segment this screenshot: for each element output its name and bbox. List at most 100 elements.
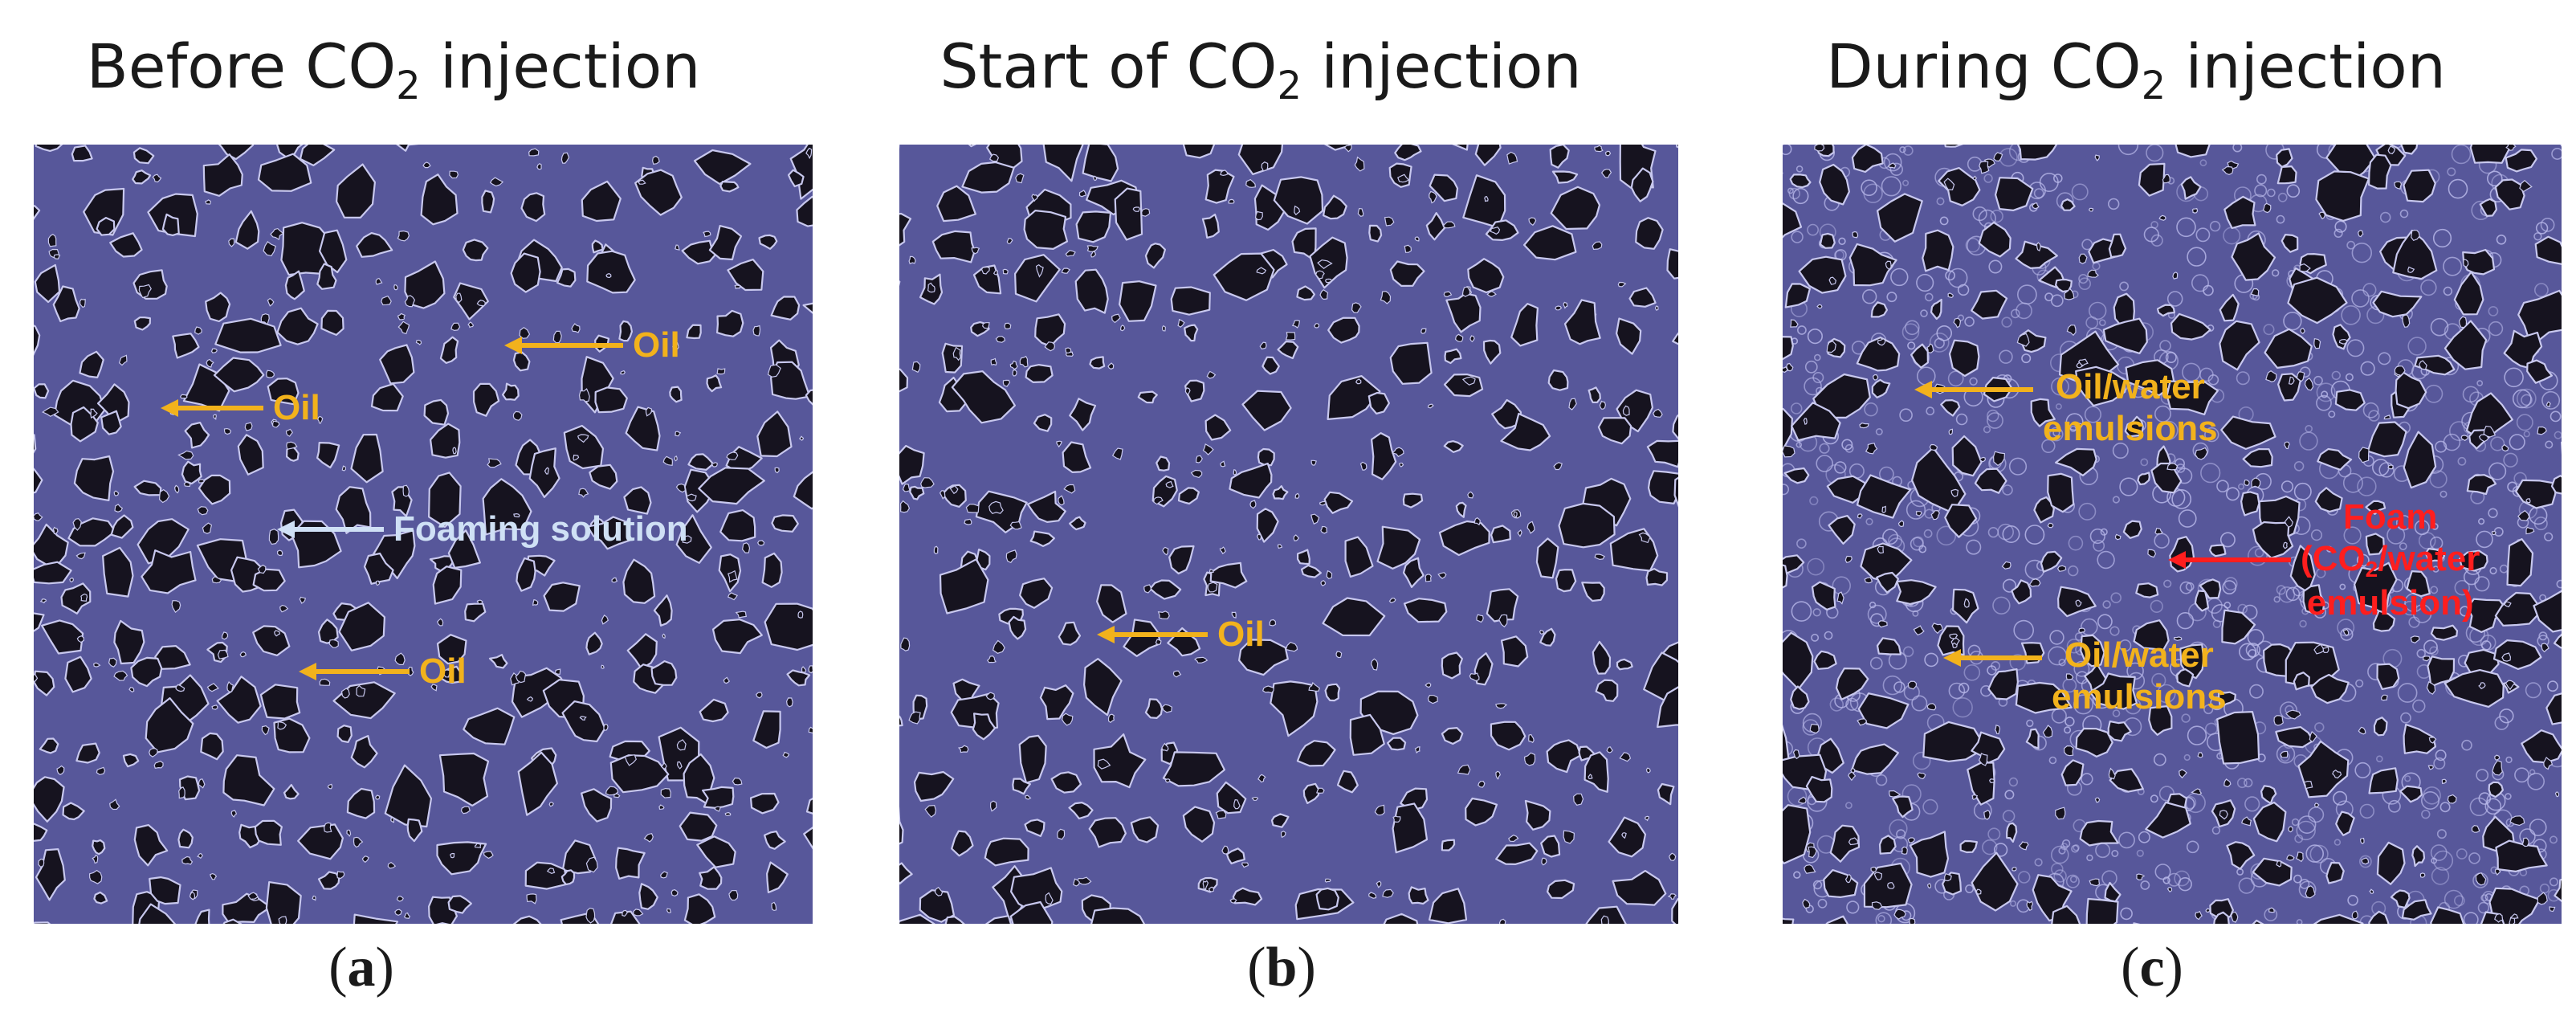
droplet xyxy=(2355,679,2364,688)
droplet xyxy=(2187,725,2207,745)
grain-speck xyxy=(299,596,307,604)
droplet xyxy=(2098,319,2106,326)
grain-speck xyxy=(271,420,280,428)
grain-speck xyxy=(247,892,259,900)
grain xyxy=(1892,795,1914,819)
droplet xyxy=(2476,769,2489,782)
droplet xyxy=(2174,870,2191,887)
droplet xyxy=(2112,442,2129,459)
droplet xyxy=(1965,884,1975,893)
grain xyxy=(1783,554,1805,574)
grain-speck xyxy=(1950,488,1959,497)
grain-speck xyxy=(1887,882,1895,889)
droplet xyxy=(2421,809,2431,819)
droplet xyxy=(2451,145,2472,165)
grain-speck xyxy=(1269,619,1277,627)
grain-speck xyxy=(1513,511,1518,518)
grain-speck xyxy=(397,230,410,242)
grain xyxy=(1835,668,1869,700)
droplet xyxy=(1939,216,1949,226)
grain-speck xyxy=(1319,500,1327,506)
grain-speck xyxy=(1877,545,1885,553)
droplet xyxy=(2296,919,2303,924)
panel-b-title-pre: Start of CO xyxy=(940,31,1278,102)
droplet xyxy=(2163,579,2172,588)
grain xyxy=(2395,371,2427,410)
grain xyxy=(1238,639,1289,676)
grain-speck xyxy=(528,148,540,157)
grain-speck xyxy=(93,662,101,668)
grain xyxy=(2276,148,2293,168)
grain-speck xyxy=(213,414,217,420)
grain xyxy=(1074,268,1109,314)
grain xyxy=(2521,729,2562,764)
droplet xyxy=(2017,871,2031,884)
droplet xyxy=(2539,883,2550,894)
droplet xyxy=(2447,167,2456,177)
grain xyxy=(1563,299,1601,345)
grain xyxy=(1156,455,1171,472)
grain-speck xyxy=(1233,469,1237,476)
grain-speck xyxy=(727,592,739,601)
droplet xyxy=(2316,382,2336,402)
grain-speck xyxy=(1177,318,1185,328)
grain-speck xyxy=(2543,756,2554,770)
grain-speck xyxy=(1498,918,1506,924)
panel-c-title-pre: During CO xyxy=(1826,31,2142,102)
grain-speck xyxy=(39,598,47,604)
grain-speck xyxy=(323,822,332,833)
grain-speck xyxy=(1568,398,1577,410)
droplet xyxy=(2286,184,2301,198)
grain-speck xyxy=(1161,704,1173,713)
grain-speck xyxy=(2251,477,2261,488)
grain xyxy=(2011,579,2032,605)
grain xyxy=(1876,637,1902,655)
droplet xyxy=(2488,508,2498,518)
grain-speck xyxy=(1065,250,1076,257)
grain xyxy=(2495,839,2548,872)
grain xyxy=(1978,221,2011,258)
grain-speck xyxy=(1592,241,1603,251)
grain-speck xyxy=(1909,917,1916,924)
rock-grains xyxy=(1783,145,2562,924)
droplet xyxy=(2342,472,2363,493)
grain xyxy=(803,827,813,850)
grain-speck xyxy=(1523,752,1536,766)
droplet xyxy=(2138,831,2150,843)
droplet xyxy=(2232,145,2243,153)
grain xyxy=(93,891,108,904)
grain-speck xyxy=(2042,725,2053,738)
grain-speck xyxy=(2286,854,2295,861)
grain-speck xyxy=(206,683,219,692)
grain xyxy=(2085,897,2119,924)
grain-speck xyxy=(716,368,726,375)
grain-speck xyxy=(1005,549,1017,564)
droplet xyxy=(2239,643,2256,661)
grain-speck xyxy=(2075,599,2082,607)
grain xyxy=(122,753,140,768)
grain xyxy=(1014,254,1061,303)
grain xyxy=(1490,721,1526,751)
grain xyxy=(1025,364,1054,383)
grain-speck xyxy=(554,668,561,675)
grain-speck xyxy=(2359,837,2365,844)
droplet xyxy=(2195,227,2211,243)
grain-speck xyxy=(585,908,596,924)
grain-speck xyxy=(312,895,316,901)
grain-speck xyxy=(181,855,194,865)
grain-speck xyxy=(2221,165,2234,175)
droplet xyxy=(2509,434,2525,451)
droplet xyxy=(2534,283,2549,298)
droplet xyxy=(2117,145,2139,156)
grain xyxy=(2390,889,2411,909)
grain-speck xyxy=(726,451,739,460)
grain xyxy=(789,145,813,200)
grain-speck xyxy=(76,635,85,643)
grain-speck xyxy=(198,479,205,484)
grain-speck xyxy=(2154,528,2163,535)
droplet xyxy=(2212,619,2222,628)
grain xyxy=(1241,390,1292,431)
grain-speck xyxy=(988,500,1004,514)
droplet xyxy=(2112,709,2121,717)
droplet xyxy=(1812,371,1824,383)
